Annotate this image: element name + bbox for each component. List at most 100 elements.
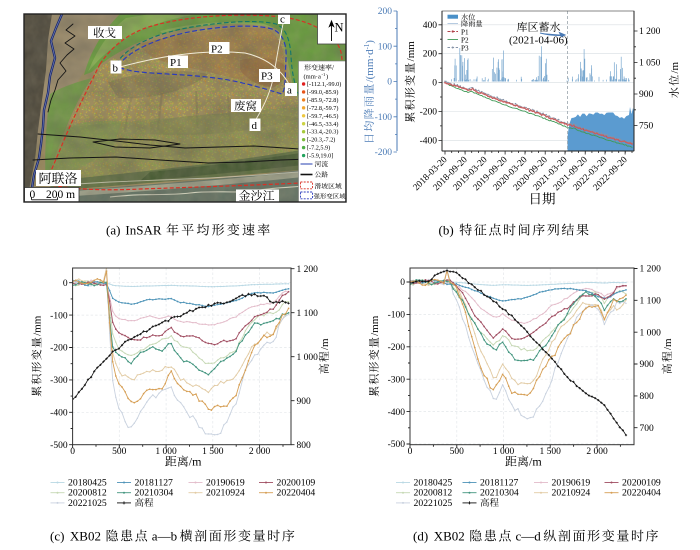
svg-text:[-99.0,-85.9): [-99.0,-85.9) (307, 89, 338, 96)
svg-text:200: 200 (423, 50, 438, 60)
svg-text:0: 0 (70, 447, 75, 457)
svg-text:P3: P3 (461, 44, 469, 52)
svg-text:20221025: 20221025 (68, 498, 107, 509)
svg-text:20210304: 20210304 (480, 488, 519, 499)
svg-text:a—b: a—b (152, 529, 177, 544)
svg-text:-200: -200 (50, 344, 68, 354)
svg-text:-500: -500 (388, 440, 406, 450)
svg-text:20200109: 20200109 (622, 478, 661, 489)
svg-text:1 200: 1 200 (640, 265, 662, 275)
svg-text:P1: P1 (170, 57, 182, 69)
svg-text:): ) (326, 74, 328, 81)
svg-text:750: 750 (639, 122, 654, 132)
svg-text:20200812: 20200812 (68, 488, 107, 499)
svg-text:-200: -200 (375, 148, 393, 158)
svg-text:InSAR: InSAR (125, 223, 161, 238)
svg-text:/m: /m (319, 338, 331, 350)
svg-text:1 000: 1 000 (297, 353, 319, 363)
svg-text:1 000: 1 000 (640, 328, 662, 338)
svg-text:/m: /m (669, 61, 681, 73)
svg-text:0: 0 (63, 279, 68, 289)
svg-text:2 000: 2 000 (586, 447, 608, 457)
svg-text:/(mm·d: /(mm·d (364, 49, 376, 82)
svg-text:(c): (c) (50, 529, 64, 544)
svg-text:[-59.7,-46.5): [-59.7,-46.5) (307, 113, 338, 120)
svg-text:900: 900 (639, 90, 654, 100)
svg-text:900: 900 (640, 360, 655, 370)
svg-text:20200109: 20200109 (277, 478, 316, 489)
svg-text:0: 0 (387, 78, 392, 88)
svg-text:-300: -300 (388, 375, 406, 385)
svg-text:20200812: 20200812 (414, 488, 453, 499)
svg-text:1 500: 1 500 (202, 447, 224, 457)
svg-text:100: 100 (378, 42, 393, 52)
svg-text:-400: -400 (388, 408, 406, 418)
svg-text:20210304: 20210304 (135, 488, 174, 499)
svg-text:20180425: 20180425 (414, 478, 453, 489)
svg-text:(mm·a: (mm·a (304, 74, 321, 81)
svg-text:400: 400 (423, 21, 438, 31)
svg-text:20190619: 20190619 (206, 478, 245, 489)
svg-text:P3: P3 (261, 71, 273, 83)
svg-text:P2: P2 (211, 43, 223, 55)
svg-text:20210924: 20210924 (206, 488, 245, 499)
svg-text:/: / (332, 64, 334, 72)
svg-text:/mm: /mm (405, 41, 417, 62)
svg-text:d: d (252, 120, 258, 132)
svg-text:800: 800 (640, 392, 655, 402)
svg-text:-400: -400 (50, 409, 68, 419)
svg-text:/mm: /mm (369, 315, 381, 336)
svg-text:0: 0 (432, 79, 437, 89)
svg-text:[-85.9,-72.8): [-85.9,-72.8) (307, 97, 338, 104)
svg-text:[-20.3,-7.2): [-20.3,-7.2) (307, 137, 335, 144)
svg-text:a: a (287, 85, 292, 97)
svg-text:-500: -500 (50, 441, 68, 451)
svg-text:20190619: 20190619 (552, 478, 591, 489)
svg-text:20180425: 20180425 (68, 478, 107, 489)
svg-text:200 m: 200 m (46, 189, 75, 201)
svg-text:-100: -100 (50, 311, 68, 321)
svg-text:/m: /m (529, 455, 542, 469)
svg-text:20181127: 20181127 (480, 478, 519, 489)
svg-text:0: 0 (400, 278, 405, 288)
svg-text:20220404: 20220404 (622, 488, 661, 499)
svg-text:1 050: 1 050 (639, 59, 661, 69)
svg-text:20181127: 20181127 (135, 478, 174, 489)
svg-text:20221025: 20221025 (414, 498, 453, 509)
svg-text:800: 800 (297, 441, 312, 451)
svg-text:700: 700 (640, 424, 655, 434)
svg-text:2 000: 2 000 (249, 447, 271, 457)
svg-text:200: 200 (378, 7, 393, 17)
svg-text:c: c (280, 14, 285, 26)
svg-text:[-7.2,5.9): [-7.2,5.9) (307, 145, 330, 152)
svg-text:1 200: 1 200 (639, 27, 661, 37)
svg-text:c—d: c—d (516, 529, 542, 544)
svg-text:1 500: 1 500 (540, 447, 562, 457)
svg-text:P2: P2 (461, 36, 469, 44)
svg-text:500: 500 (112, 447, 127, 457)
svg-text:/mm: /mm (32, 315, 44, 336)
svg-text:b: b (113, 63, 119, 75)
svg-text:[-112.1,-99.0): [-112.1,-99.0) (307, 81, 341, 88)
svg-text:-100: -100 (388, 311, 406, 321)
svg-text:XB02: XB02 (70, 529, 101, 544)
svg-text:500: 500 (450, 447, 465, 457)
svg-text:XB02: XB02 (434, 529, 465, 544)
svg-text:): ) (364, 40, 376, 44)
svg-text:P1: P1 (461, 28, 469, 36)
svg-text:-300: -300 (50, 376, 68, 386)
svg-text:-200: -200 (420, 108, 438, 118)
svg-text:-1: -1 (322, 72, 326, 77)
svg-text:20210924: 20210924 (552, 488, 591, 499)
svg-text:[-33.4,-20.3): [-33.4,-20.3) (307, 129, 338, 136)
svg-text:N: N (335, 21, 344, 35)
svg-text:[-5.9,19.0]: [-5.9,19.0] (307, 153, 333, 160)
svg-text:900: 900 (297, 397, 312, 407)
svg-text:/m: /m (662, 338, 674, 350)
svg-text:-400: -400 (420, 136, 438, 146)
svg-text:1 100: 1 100 (297, 309, 319, 319)
svg-text:-1: -1 (364, 44, 371, 50)
svg-text:-100: -100 (375, 113, 393, 123)
svg-text:-200: -200 (388, 343, 406, 353)
svg-text:(d): (d) (413, 529, 428, 544)
